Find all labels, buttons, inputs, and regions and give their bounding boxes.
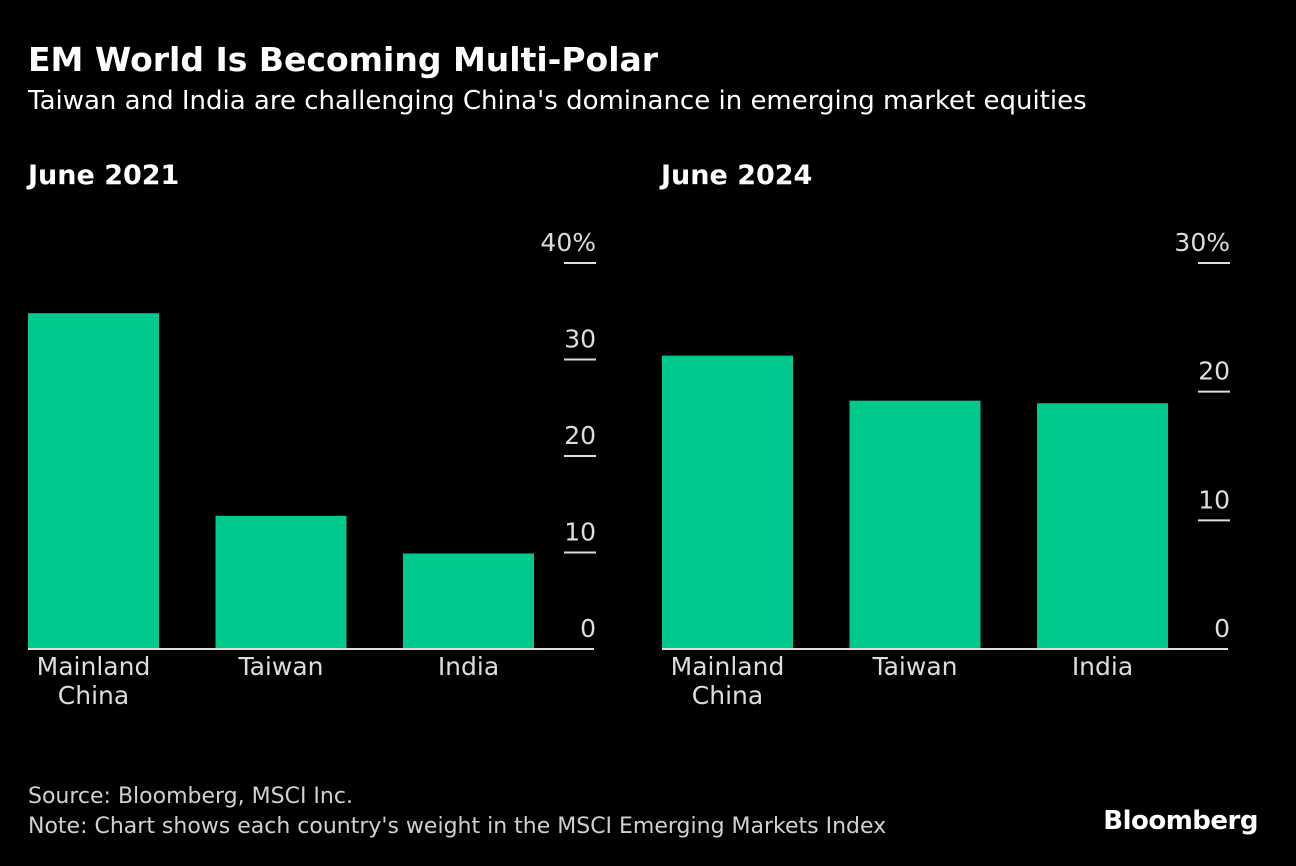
bloomberg-logo: Bloomberg — [1103, 806, 1258, 836]
chart-title: EM World Is Becoming Multi-Polar — [28, 40, 659, 79]
y-tick-label: 10 — [564, 518, 596, 547]
x-tick-label: Mainland — [37, 652, 151, 681]
y-tick-label: 20 — [1198, 357, 1230, 386]
y-tick-label: 30 — [564, 325, 596, 354]
y-tick-label: 0 — [1214, 614, 1230, 643]
bar-taiwan — [849, 400, 981, 649]
chart-subtitle: Taiwan and India are challenging China's… — [28, 86, 1087, 116]
x-tick-label: Mainland — [671, 652, 785, 681]
x-tick-label: India — [438, 652, 499, 681]
y-tick-label: 40% — [540, 228, 596, 257]
y-tick-label: 10 — [1198, 485, 1230, 514]
y-tick-label: 0 — [580, 614, 596, 643]
panel-title-2024: June 2024 — [661, 160, 813, 191]
x-tick-label: Taiwan — [237, 652, 323, 681]
x-tick-label: China — [692, 681, 763, 710]
footnote: Note: Chart shows each country's weight … — [28, 814, 887, 839]
x-tick-label: Taiwan — [871, 652, 957, 681]
bar-taiwan — [215, 515, 347, 649]
bar-mainland-china — [662, 355, 793, 649]
panel-title-2021: June 2021 — [28, 160, 180, 191]
y-tick-label: 20 — [564, 421, 596, 450]
y-tick-label: 30% — [1174, 228, 1230, 257]
source-note: Source: Bloomberg, MSCI Inc. — [28, 784, 353, 809]
x-tick-label: India — [1072, 652, 1133, 681]
x-tick-label: China — [58, 681, 129, 710]
bar-india — [1037, 403, 1168, 649]
bar-india — [403, 553, 534, 649]
bar-mainland-china — [28, 313, 159, 649]
